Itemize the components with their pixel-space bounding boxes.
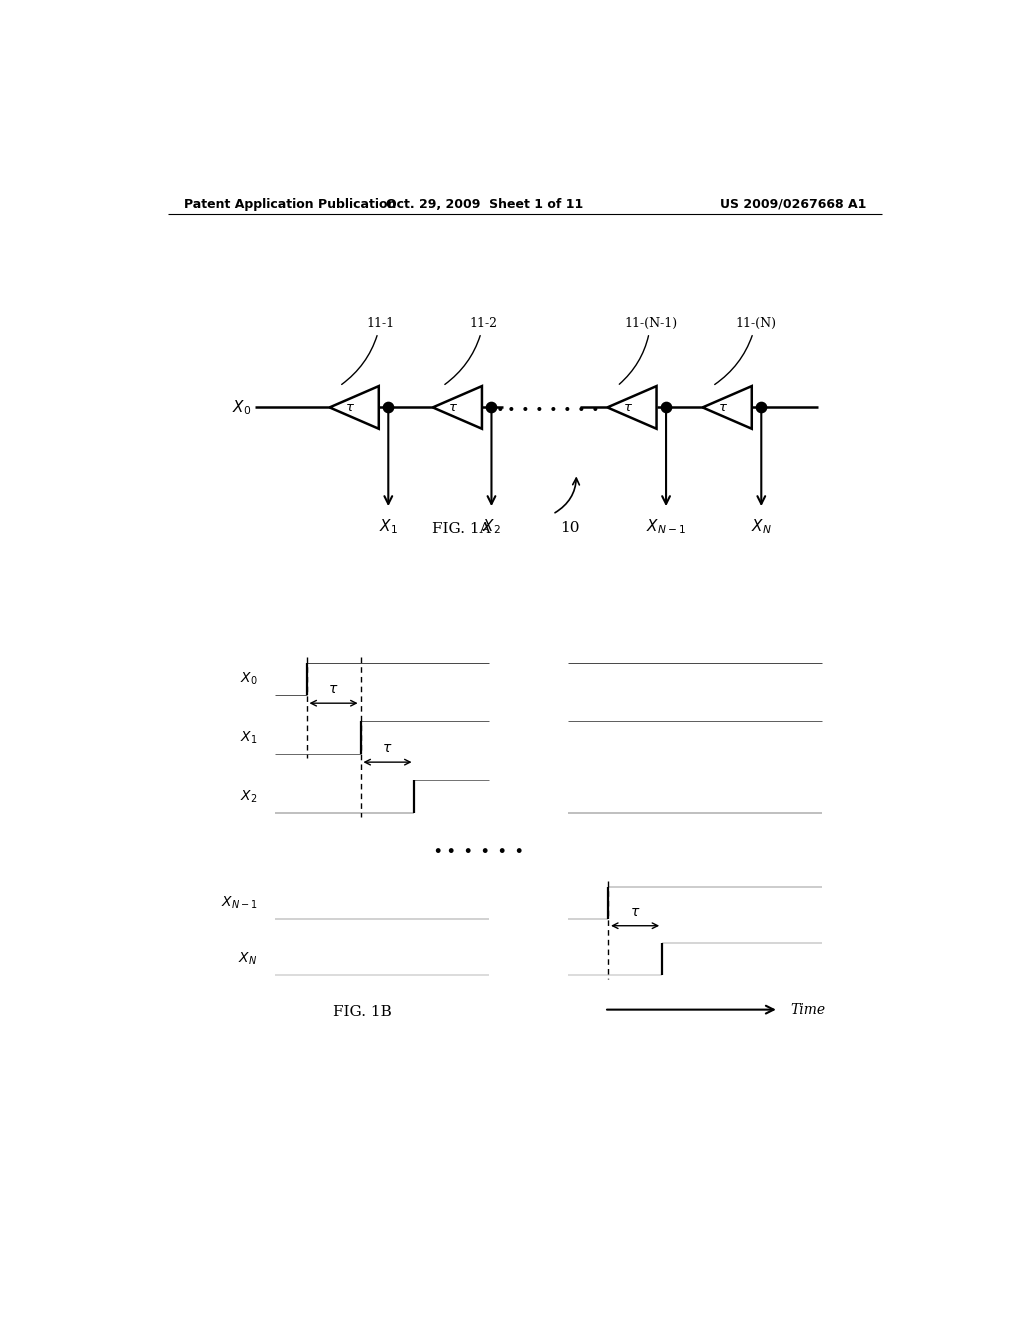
Text: $\bullet\bullet\bullet\bullet\bullet\bullet\bullet\bullet$: $\bullet\bullet\bullet\bullet\bullet\bul… xyxy=(495,400,599,414)
Text: 11-2: 11-2 xyxy=(444,317,498,384)
Text: $X_N$: $X_N$ xyxy=(239,950,257,968)
Text: 11-1: 11-1 xyxy=(342,317,394,384)
Text: FIG. 1A: FIG. 1A xyxy=(432,523,490,536)
Text: Oct. 29, 2009  Sheet 1 of 11: Oct. 29, 2009 Sheet 1 of 11 xyxy=(386,198,584,211)
Text: $\tau$: $\tau$ xyxy=(718,401,728,414)
Text: $X_1$: $X_1$ xyxy=(240,730,257,746)
Text: $X_1$: $X_1$ xyxy=(379,517,397,536)
Text: $\tau$: $\tau$ xyxy=(630,904,640,919)
Text: $X_2$: $X_2$ xyxy=(240,788,257,805)
Text: $X_2$: $X_2$ xyxy=(482,517,501,536)
Text: $\tau$: $\tau$ xyxy=(623,401,633,414)
Text: $X_N$: $X_N$ xyxy=(751,517,772,536)
Point xyxy=(380,397,396,418)
Text: $\bullet\bullet\bullet\bullet\bullet\bullet$: $\bullet\bullet\bullet\bullet\bullet\bul… xyxy=(432,841,522,858)
Text: 11-(N): 11-(N) xyxy=(715,317,776,384)
Text: $\tau$: $\tau$ xyxy=(382,741,393,755)
Point xyxy=(657,397,674,418)
Text: Time: Time xyxy=(791,1003,825,1016)
Text: $\tau$: $\tau$ xyxy=(345,401,355,414)
Text: Patent Application Publication: Patent Application Publication xyxy=(183,198,396,211)
Text: $X_0$: $X_0$ xyxy=(240,671,257,686)
Text: $X_{N-1}$: $X_{N-1}$ xyxy=(646,517,686,536)
Text: 10: 10 xyxy=(560,521,580,535)
Text: $\tau$: $\tau$ xyxy=(449,401,459,414)
Text: 11-(N-1): 11-(N-1) xyxy=(620,317,677,384)
Text: US 2009/0267668 A1: US 2009/0267668 A1 xyxy=(720,198,866,211)
Text: $X_0$: $X_0$ xyxy=(231,399,251,417)
Text: $\tau$: $\tau$ xyxy=(329,682,339,696)
Text: FIG. 1B: FIG. 1B xyxy=(333,1005,391,1019)
Point xyxy=(753,397,769,418)
Point xyxy=(483,397,500,418)
Text: $X_{N-1}$: $X_{N-1}$ xyxy=(221,895,257,911)
